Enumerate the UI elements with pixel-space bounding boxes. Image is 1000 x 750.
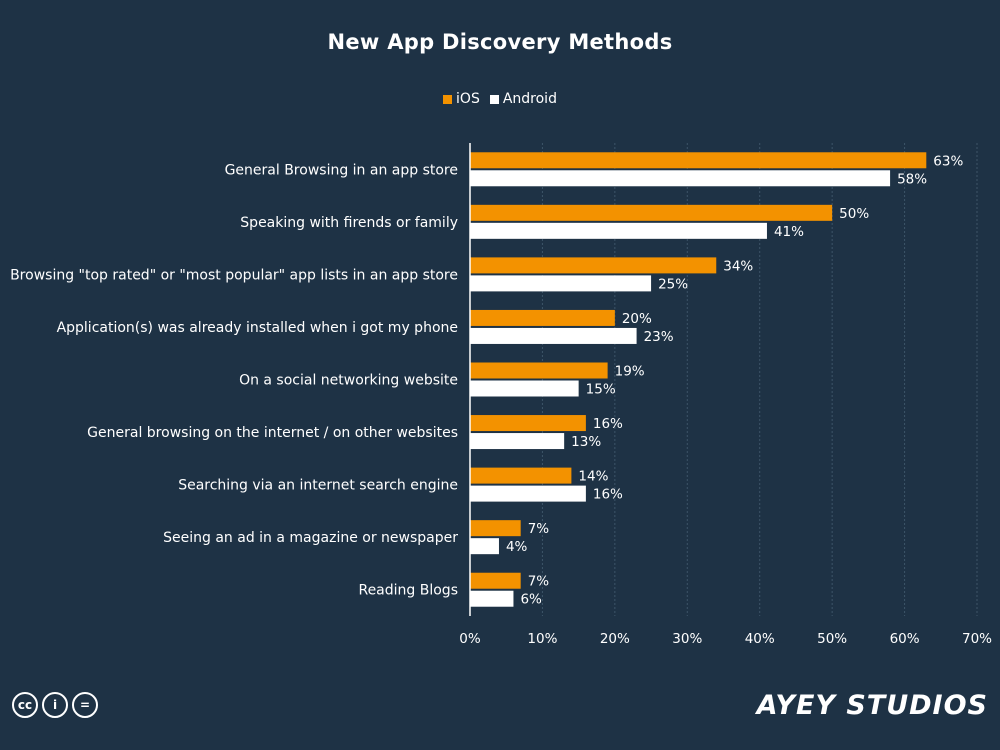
bar-ios — [470, 257, 717, 274]
legend-item-ios[interactable]: iOS — [443, 91, 480, 107]
value-label: 14% — [578, 469, 608, 485]
category-label: Browsing "top rated" or "most popular" a… — [10, 267, 458, 283]
no-derivatives-icon: = — [72, 692, 98, 718]
value-label: 15% — [586, 382, 616, 398]
value-label: 58% — [897, 171, 927, 187]
x-tick-label: 10% — [527, 631, 557, 647]
bar-ios — [470, 467, 572, 484]
x-tick-label: 20% — [600, 631, 630, 647]
value-label: 7% — [528, 521, 550, 537]
bar-ios — [470, 415, 586, 432]
license-badges: cc i = — [12, 692, 98, 718]
bar-android — [470, 590, 514, 607]
category-label: Searching via an internet search engine — [178, 478, 458, 494]
value-label: 50% — [839, 206, 869, 222]
category-label: Seeing an ad in a magazine or newspaper — [163, 530, 458, 546]
x-tick-label: 60% — [890, 631, 920, 647]
attribution-icon: i — [42, 692, 68, 718]
x-tick-label: 40% — [745, 631, 775, 647]
bar-android — [470, 275, 652, 292]
category-label: Application(s) was already installed whe… — [57, 320, 458, 336]
value-label: 34% — [723, 258, 753, 274]
category-label: General Browsing in an app store — [225, 162, 458, 178]
value-label: 20% — [622, 311, 652, 327]
value-label: 25% — [658, 276, 688, 292]
bar-android — [470, 170, 891, 187]
legend-swatch-ios — [443, 94, 453, 104]
value-label: 63% — [933, 153, 963, 169]
x-tick-label: 0% — [459, 631, 481, 647]
legend-label-ios: iOS — [456, 91, 480, 107]
x-tick-label: 30% — [672, 631, 702, 647]
bar-android — [470, 380, 579, 397]
category-label: On a social networking website — [239, 373, 458, 389]
value-label: 4% — [506, 539, 528, 555]
bar-android — [470, 433, 565, 450]
bar-chart: 0% 10% 20% 30% 40% 50% 60% 70% General Browsing … — [10, 143, 992, 647]
bar-ios — [470, 572, 521, 589]
x-tick-label: 70% — [962, 631, 992, 647]
value-label: 16% — [593, 487, 623, 503]
category-label: General browsing on the internet / on ot… — [87, 425, 458, 441]
value-label: 23% — [644, 329, 674, 345]
bar-ios — [470, 520, 521, 537]
category-label: Speaking with firends or family — [240, 215, 458, 231]
brand-logo: AYEY STUDIOS — [756, 690, 988, 721]
bar-ios — [470, 309, 615, 326]
value-label: 19% — [615, 364, 645, 380]
x-tick-label: 50% — [817, 631, 847, 647]
category-label: Reading Blogs — [358, 583, 458, 599]
value-label: 16% — [593, 416, 623, 432]
cc-icon: cc — [12, 692, 38, 718]
legend-label-android: Android — [502, 91, 557, 107]
bar-ios — [470, 362, 608, 379]
bar-ios — [470, 152, 927, 169]
value-label: 6% — [520, 592, 542, 608]
chart-title: New App Discovery Methods — [327, 30, 673, 54]
bar-android — [470, 327, 637, 344]
legend-swatch-android — [489, 94, 499, 104]
bar-ios — [470, 204, 833, 221]
bar-android — [470, 222, 767, 239]
value-label: 41% — [774, 224, 804, 240]
bar-android — [470, 538, 499, 555]
value-label: 7% — [528, 574, 550, 590]
bar-android — [470, 485, 586, 502]
legend-item-android[interactable]: Android — [489, 91, 557, 107]
value-label: 13% — [571, 434, 601, 450]
legend: iOS Android — [0, 91, 1000, 107]
